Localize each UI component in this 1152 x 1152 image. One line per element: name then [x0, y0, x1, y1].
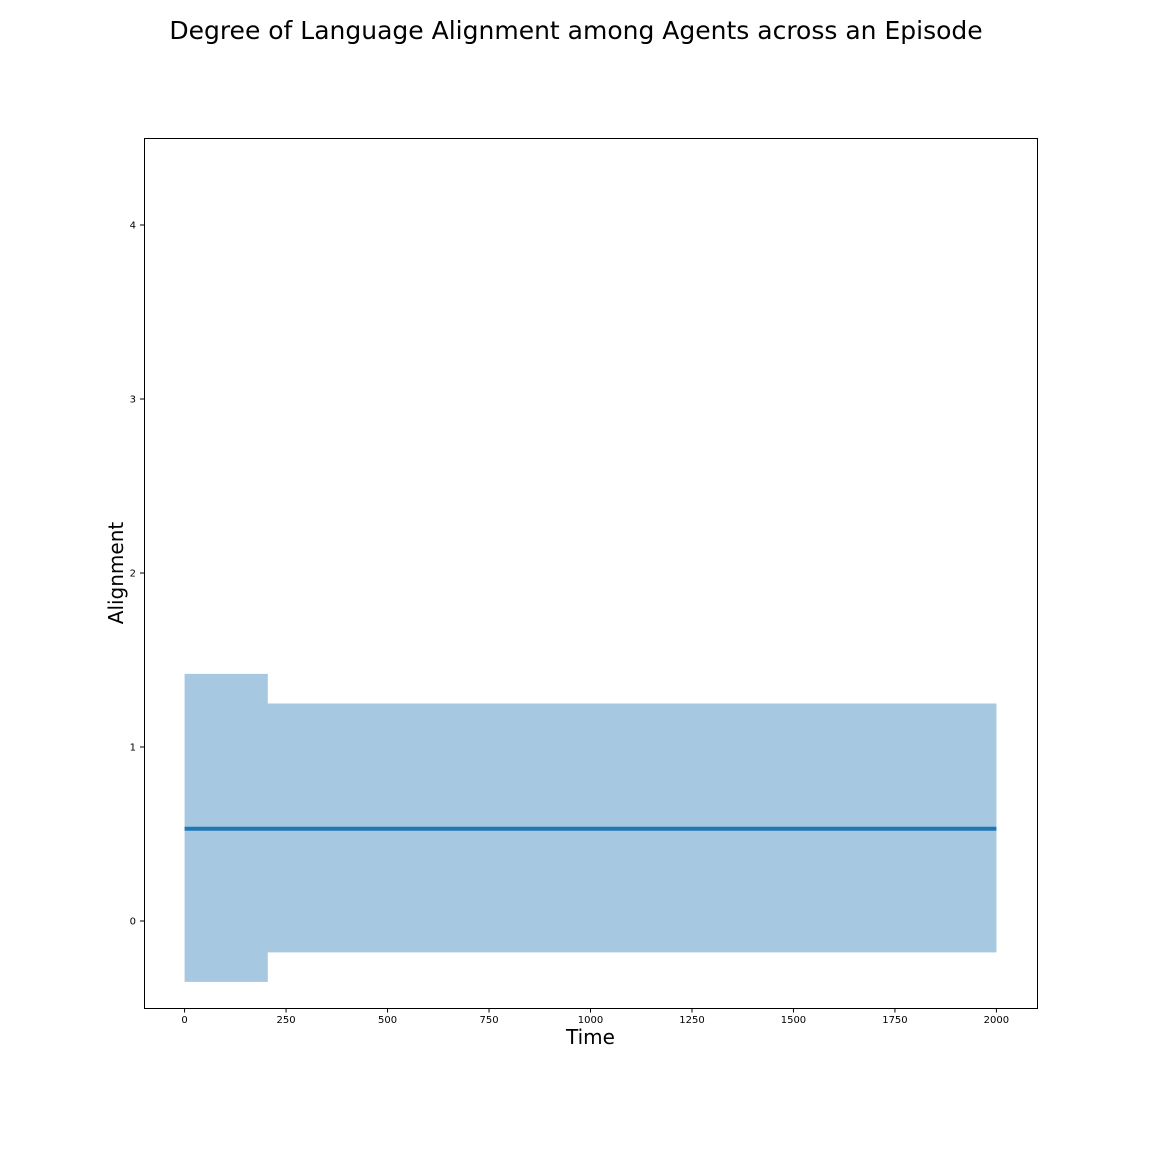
x-axis-label: Time [565, 1025, 615, 1049]
y-tick-label: 1 [130, 743, 136, 754]
x-tick-label: 1500 [781, 1015, 806, 1026]
x-tick-label: 750 [479, 1015, 498, 1026]
y-tick-label: 2 [130, 569, 136, 580]
chart-title: Degree of Language Alignment among Agent… [169, 16, 983, 45]
x-tick-label: 2000 [984, 1015, 1009, 1026]
y-tick-label: 4 [130, 221, 136, 232]
y-axis-label: Alignment [104, 522, 128, 625]
x-tick-label: 1000 [578, 1015, 603, 1026]
x-tick-label: 0 [181, 1015, 187, 1026]
y-tick-label: 3 [130, 395, 136, 406]
y-tick-label: 0 [130, 917, 136, 928]
x-tick-label: 1750 [882, 1015, 907, 1026]
x-tick-label: 1250 [679, 1015, 704, 1026]
x-tick-label: 500 [378, 1015, 397, 1026]
x-tick-label: 250 [277, 1015, 296, 1026]
